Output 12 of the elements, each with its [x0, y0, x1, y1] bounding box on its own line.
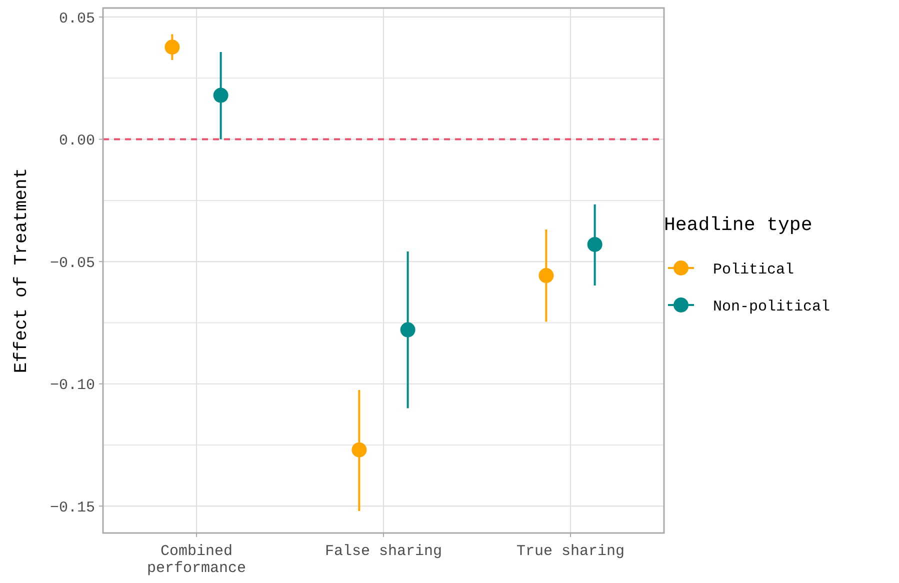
x-tick-label: False sharing — [324, 543, 442, 560]
y-tick-label: −0.15 — [50, 499, 95, 516]
y-tick-label: 0.00 — [58, 132, 95, 150]
x-tick-label: Combined performance — [146, 543, 246, 577]
y-tick-label: 0.05 — [58, 10, 95, 28]
x-tick-label: True sharing — [516, 543, 625, 560]
y-tick-label: −0.05 — [50, 254, 95, 272]
y-axis-title: Effect of Treatment — [12, 168, 32, 374]
y-tick-label: −0.10 — [50, 377, 95, 394]
legend-label: Non-political — [713, 298, 830, 316]
legend-title: Headline type — [664, 214, 812, 236]
legend-label: Political — [713, 261, 794, 278]
